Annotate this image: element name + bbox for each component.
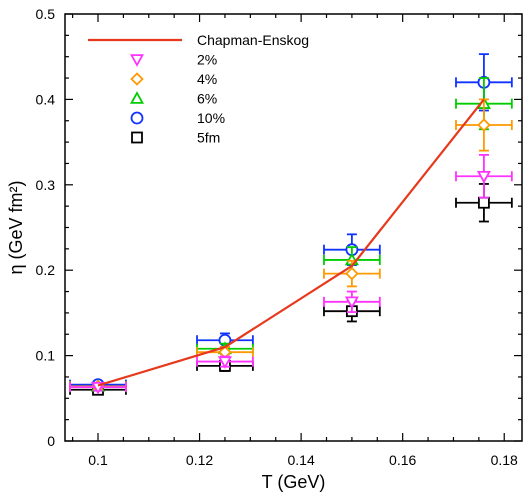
legend-marker (129, 54, 145, 67)
data-point (477, 118, 491, 132)
y-tick-label: 0.3 (36, 177, 56, 193)
legend-label: 4% (197, 71, 217, 87)
legend: Chapman-Enskog 2% 4% 6% 10% 5fm (88, 32, 309, 146)
y-axis-label: η (GeV fm²) (6, 180, 26, 274)
series-10 (69, 53, 513, 392)
x-tick-label: 0.18 (491, 452, 518, 468)
y-tick-label: 0.4 (36, 91, 56, 107)
y-tick-label: 0.2 (36, 262, 56, 278)
data-point (476, 170, 491, 184)
series-6 (69, 77, 513, 392)
legend-marker (130, 111, 144, 125)
legend-label: 5fm (197, 130, 220, 146)
data-point (217, 356, 232, 369)
y-tick-label: 0 (47, 433, 55, 449)
x-tick-label: 0.12 (186, 452, 213, 468)
legend-entry: Chapman-Enskog (88, 32, 309, 48)
data-point (344, 296, 359, 310)
x-tick-label: 0.14 (287, 452, 314, 468)
x-tick-label: 0.1 (88, 452, 108, 468)
data-point (478, 196, 490, 209)
data-point (345, 266, 359, 281)
y-tick-label: 0.5 (36, 6, 56, 22)
legend-entry: 5fm (131, 130, 220, 146)
legend-entry: 6% (129, 91, 217, 107)
axes-ticks: 0.1 0.12 0.14 0.16 0.18 0 0.1 0.2 0.3 0.4 0.5 (36, 6, 522, 468)
x-tick-label: 0.16 (389, 452, 416, 468)
legend-label: 10% (197, 110, 225, 126)
x-axis-label: T (GeV) (262, 472, 326, 492)
legend-marker (131, 131, 143, 144)
series-2 (69, 154, 513, 395)
legend-label: Chapman-Enskog (197, 32, 309, 48)
plot-area (69, 53, 513, 396)
legend-marker (130, 72, 144, 86)
legend-entry: 10% (130, 110, 225, 126)
legend-entry: 4% (130, 71, 217, 87)
series-line-chapman-enskog (97, 98, 485, 387)
series-5fm (69, 183, 513, 396)
legend-label: 6% (197, 91, 217, 107)
y-tick-label: 0.1 (36, 348, 56, 364)
legend-label: 2% (197, 52, 217, 68)
legend-marker (129, 91, 145, 104)
legend-entry: 2% (129, 52, 217, 68)
